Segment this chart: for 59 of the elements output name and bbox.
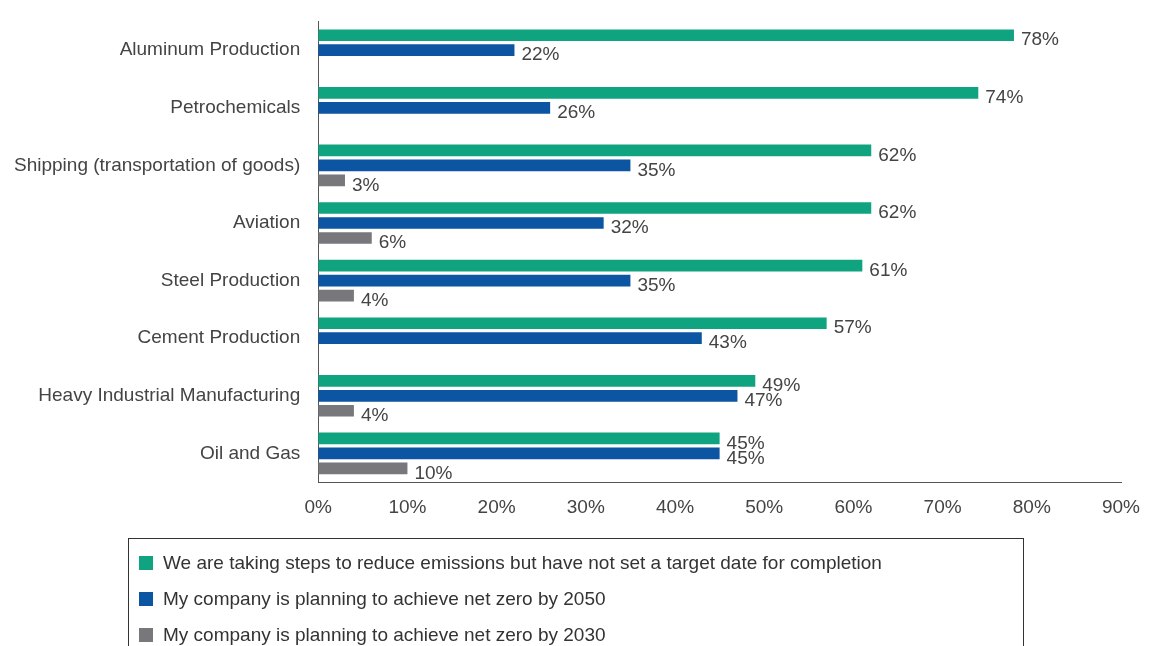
data-label: 4% (360, 288, 389, 310)
y-tick-label: Aluminum Production (119, 38, 301, 60)
x-tick-label: 30% (566, 495, 605, 517)
bar (318, 259, 863, 272)
bar (318, 447, 720, 460)
data-label: 78% (1020, 28, 1060, 50)
bar (318, 44, 515, 57)
bar (318, 389, 738, 402)
x-tick-label: 70% (923, 495, 962, 517)
bar (318, 202, 872, 214)
x-tick-label: 10% (388, 495, 427, 517)
legend-label: We are taking steps to reduce emissions but have not set a target date for completion (163, 552, 882, 574)
bar (318, 332, 702, 345)
data-label: 6% (378, 231, 407, 253)
bar (318, 274, 631, 287)
x-tick-label: 0% (304, 495, 333, 517)
x-tick-label: 90% (1101, 495, 1141, 517)
bar (318, 432, 720, 445)
data-label: 61% (869, 258, 908, 280)
data-label: 57% (833, 316, 872, 338)
data-label: 32% (610, 216, 649, 238)
data-label: 35% (637, 158, 676, 180)
bar (318, 404, 354, 417)
bar (318, 462, 408, 475)
x-tick-label: 20% (477, 495, 516, 517)
legend-label: My company is planning to achieve net zero by 2030 (163, 624, 606, 646)
bar (318, 217, 604, 229)
x-tick-label: 80% (1012, 495, 1051, 517)
data-label: 4% (360, 404, 389, 426)
bar (318, 374, 756, 387)
y-tick-label: Aviation (232, 211, 301, 233)
bar (318, 232, 372, 244)
data-label: 10% (414, 461, 453, 483)
data-label: 62% (878, 143, 917, 165)
bar (318, 29, 1014, 42)
y-tick-label: Petrochemicals (170, 96, 301, 118)
data-label: 3% (351, 173, 380, 195)
bar (318, 101, 551, 114)
y-tick-label: Heavy Industrial Manufacturing (38, 384, 301, 406)
x-tick-label: 40% (656, 495, 695, 517)
data-label: 43% (708, 331, 747, 353)
data-label: 26% (557, 101, 596, 123)
bar (318, 174, 345, 187)
x-tick-label: 50% (745, 495, 784, 517)
data-label: 22% (521, 43, 560, 65)
bar (318, 86, 979, 99)
legend-label: My company is planning to achieve net zero by 2050 (163, 588, 606, 610)
y-tick-label: Oil and Gas (199, 441, 301, 463)
x-tick-label: 60% (834, 495, 873, 517)
data-label: 62% (878, 201, 917, 223)
y-tick-label: Cement Production (137, 326, 301, 348)
bar (318, 144, 872, 157)
bar (318, 289, 354, 302)
y-tick-label: Steel Production (160, 268, 301, 290)
bar (318, 159, 631, 172)
bar (318, 317, 827, 330)
data-label: 35% (637, 273, 676, 295)
y-tick-label: Shipping (transportation of goods) (14, 153, 301, 175)
data-label: 74% (985, 86, 1024, 108)
